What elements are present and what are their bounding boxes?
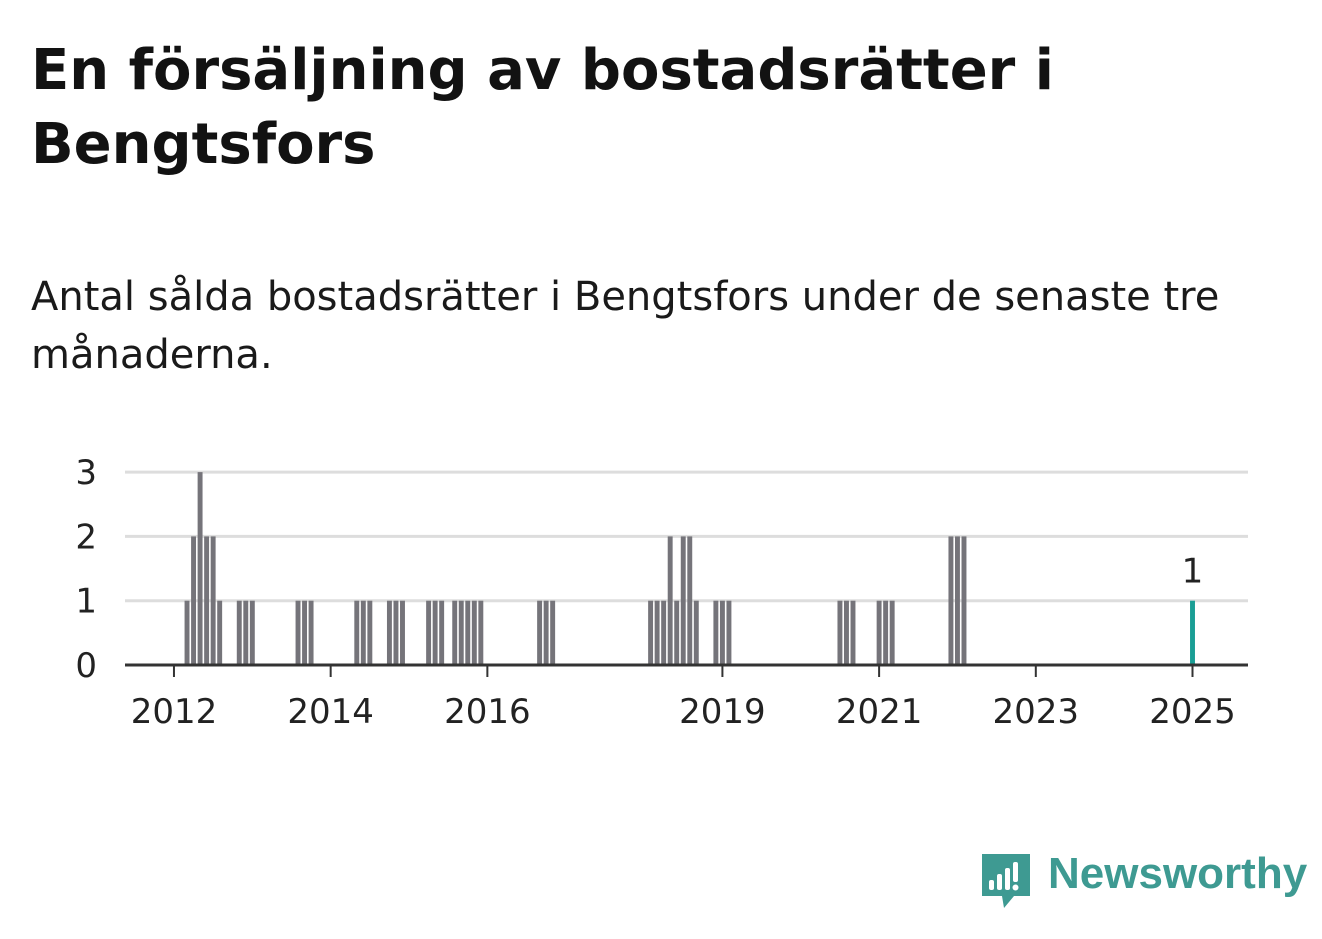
bar <box>883 600 889 665</box>
bar <box>249 600 255 665</box>
axis-layer: 0 1 2 3 1 2012 2014 2016 2019 2021 2023 2025 <box>75 453 1248 732</box>
bar <box>478 600 484 665</box>
x-tick-label: 2021 <box>836 692 923 732</box>
bar <box>674 600 680 665</box>
bar <box>367 600 373 665</box>
bar <box>550 600 556 665</box>
bar <box>954 536 960 665</box>
x-tick-label: 2023 <box>993 692 1080 732</box>
bar <box>654 600 660 665</box>
bar <box>961 536 967 665</box>
bar <box>687 536 693 665</box>
bar <box>850 600 856 665</box>
bar <box>432 600 438 665</box>
bar <box>236 600 242 665</box>
bar <box>426 600 432 665</box>
bar-layer <box>184 472 1195 665</box>
bar <box>876 600 882 665</box>
bar <box>210 536 216 665</box>
x-tick-label: 2025 <box>1149 692 1236 732</box>
bar <box>197 472 203 665</box>
bar <box>439 600 445 665</box>
bar <box>400 600 405 665</box>
bar <box>648 600 654 665</box>
x-tick-label: 2016 <box>444 692 531 732</box>
bar-highlight <box>1190 600 1195 665</box>
bar <box>217 600 223 665</box>
bar <box>543 600 549 665</box>
bar <box>713 600 719 665</box>
x-tick-label: 2014 <box>287 692 374 732</box>
bar <box>360 600 366 665</box>
bar <box>191 536 197 665</box>
bar <box>386 600 392 665</box>
bar <box>452 600 458 665</box>
bar <box>726 600 732 665</box>
bar <box>693 600 699 665</box>
bar <box>204 536 210 665</box>
x-tick-label: 2019 <box>679 692 766 732</box>
chart-title: En försäljning av bostadsrätter i Bengts… <box>31 38 1054 177</box>
bar <box>471 600 477 665</box>
y-tick-label: 3 <box>75 453 97 493</box>
grid-layer <box>125 470 1248 603</box>
y-tick-label: 1 <box>75 582 97 622</box>
bar <box>184 600 190 665</box>
x-tick-label: 2012 <box>131 692 218 732</box>
bar <box>354 600 360 665</box>
bar <box>393 600 399 665</box>
y-tick-label: 0 <box>75 646 97 686</box>
bar <box>719 600 725 665</box>
bar <box>243 600 249 665</box>
newsworthy-logo-icon <box>982 854 1030 908</box>
brand-name: Newsworthy <box>1048 849 1308 898</box>
bar <box>302 600 308 665</box>
bar <box>889 600 895 665</box>
bar <box>537 600 543 665</box>
bar <box>843 600 849 665</box>
bar <box>465 600 471 665</box>
chart-subtitle: Antal sålda bostadsrätter i Bengtsfors u… <box>31 274 1220 378</box>
bar <box>295 600 301 665</box>
bar <box>948 536 954 665</box>
bar <box>667 536 673 665</box>
bar <box>837 600 843 665</box>
highlight-value-label: 1 <box>1182 552 1204 592</box>
y-tick-label: 2 <box>75 517 97 557</box>
bar <box>458 600 464 665</box>
bar-chart: 0 1 2 3 1 2012 2014 2016 2019 2021 2023 2025 <box>75 453 1248 732</box>
bar <box>680 536 686 665</box>
bar <box>308 600 314 665</box>
bar <box>661 600 667 665</box>
